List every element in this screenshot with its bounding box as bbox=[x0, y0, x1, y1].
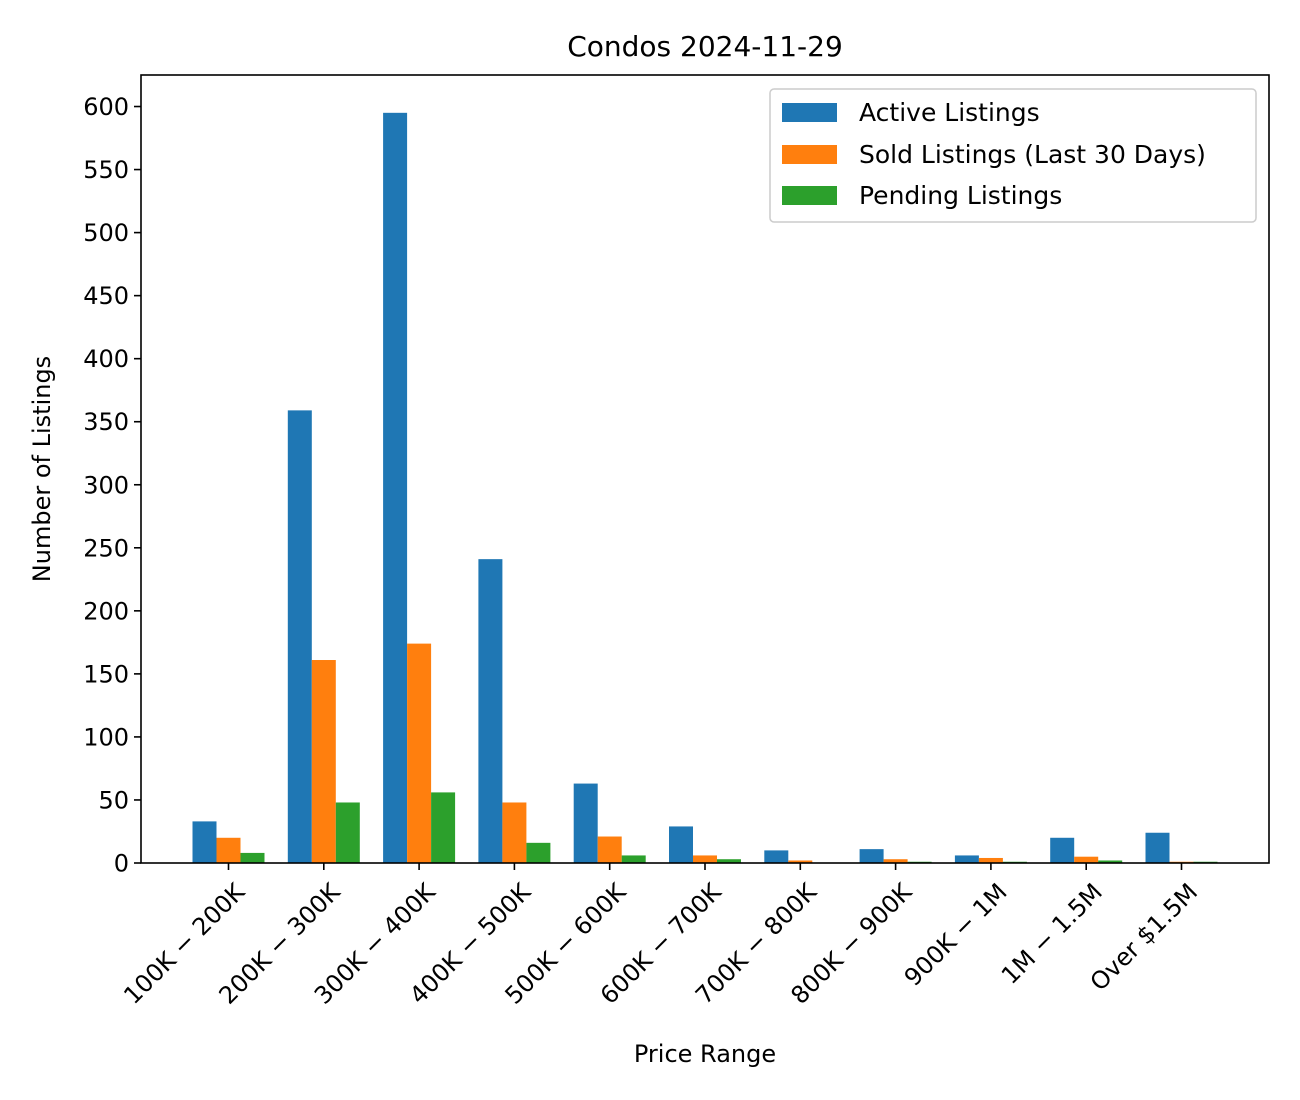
legend-label: Sold Listings (Last 30 Days) bbox=[859, 140, 1206, 169]
bar-pending-4 bbox=[621, 855, 646, 863]
legend-swatch bbox=[782, 145, 837, 164]
chart-title: Condos 2024-11-29 bbox=[567, 30, 843, 63]
bar-active-8 bbox=[954, 855, 979, 863]
legend-label: Active Listings bbox=[859, 98, 1040, 127]
bar-pending-0 bbox=[240, 852, 265, 863]
x-tick-label: 900K − 1M bbox=[899, 878, 1013, 992]
bar-active-9 bbox=[1050, 837, 1075, 863]
bar-sold-8 bbox=[978, 857, 1003, 863]
bar-active-6 bbox=[764, 850, 789, 863]
bar-pending-1 bbox=[335, 802, 360, 863]
bar-sold-7 bbox=[883, 859, 908, 863]
y-tick-label: 250 bbox=[83, 534, 129, 562]
x-axis-label: Price Range bbox=[634, 1040, 776, 1068]
y-tick-label: 450 bbox=[83, 282, 129, 310]
bar-sold-9 bbox=[1074, 856, 1099, 863]
bar-active-0 bbox=[192, 821, 217, 863]
y-tick-label: 300 bbox=[83, 471, 129, 499]
bar-pending-5 bbox=[717, 859, 741, 863]
bar-active-1 bbox=[287, 410, 312, 863]
bar-sold-4 bbox=[597, 836, 622, 863]
bars-group bbox=[192, 112, 1218, 863]
legend-swatch bbox=[782, 186, 837, 205]
bar-sold-6 bbox=[788, 860, 813, 863]
bar-active-4 bbox=[573, 783, 598, 863]
bar-active-7 bbox=[859, 849, 884, 863]
y-tick-label: 150 bbox=[83, 660, 129, 688]
bar-sold-3 bbox=[502, 802, 527, 863]
bar-sold-0 bbox=[216, 837, 241, 863]
y-tick-label: 400 bbox=[83, 345, 129, 373]
y-tick-label: 550 bbox=[83, 156, 129, 184]
y-tick-label: 350 bbox=[83, 408, 129, 436]
plot-frame bbox=[140, 74, 1270, 864]
bar-active-5 bbox=[669, 826, 693, 863]
bar-pending-9 bbox=[1098, 860, 1123, 863]
legend-box bbox=[769, 88, 1257, 223]
y-tick-label: 600 bbox=[83, 93, 129, 121]
bar-pending-3 bbox=[526, 842, 551, 863]
bar-pending-2 bbox=[431, 792, 456, 863]
y-ticks-group: 0 50 100 150 200 250 300 350 400 450 500 550 600 bbox=[83, 93, 141, 878]
bar-active-3 bbox=[478, 559, 503, 863]
y-axis-label: Number of Listings bbox=[28, 356, 56, 582]
bar-active-10 bbox=[1145, 832, 1170, 863]
legend-swatch bbox=[782, 103, 837, 122]
bar-sold-5 bbox=[693, 855, 717, 863]
y-tick-label: 100 bbox=[83, 723, 129, 751]
y-tick-label: 50 bbox=[98, 786, 129, 814]
y-tick-label: 0 bbox=[114, 850, 129, 878]
bar-sold-1 bbox=[311, 660, 336, 863]
legend: Active Listings Sold Listings (Last 30 Da… bbox=[769, 88, 1257, 223]
bar-active-2 bbox=[383, 112, 408, 863]
y-tick-label: 200 bbox=[83, 597, 129, 625]
bar-sold-2 bbox=[407, 643, 432, 863]
y-tick-label: 500 bbox=[83, 219, 129, 247]
legend-label: Pending Listings bbox=[859, 181, 1062, 210]
